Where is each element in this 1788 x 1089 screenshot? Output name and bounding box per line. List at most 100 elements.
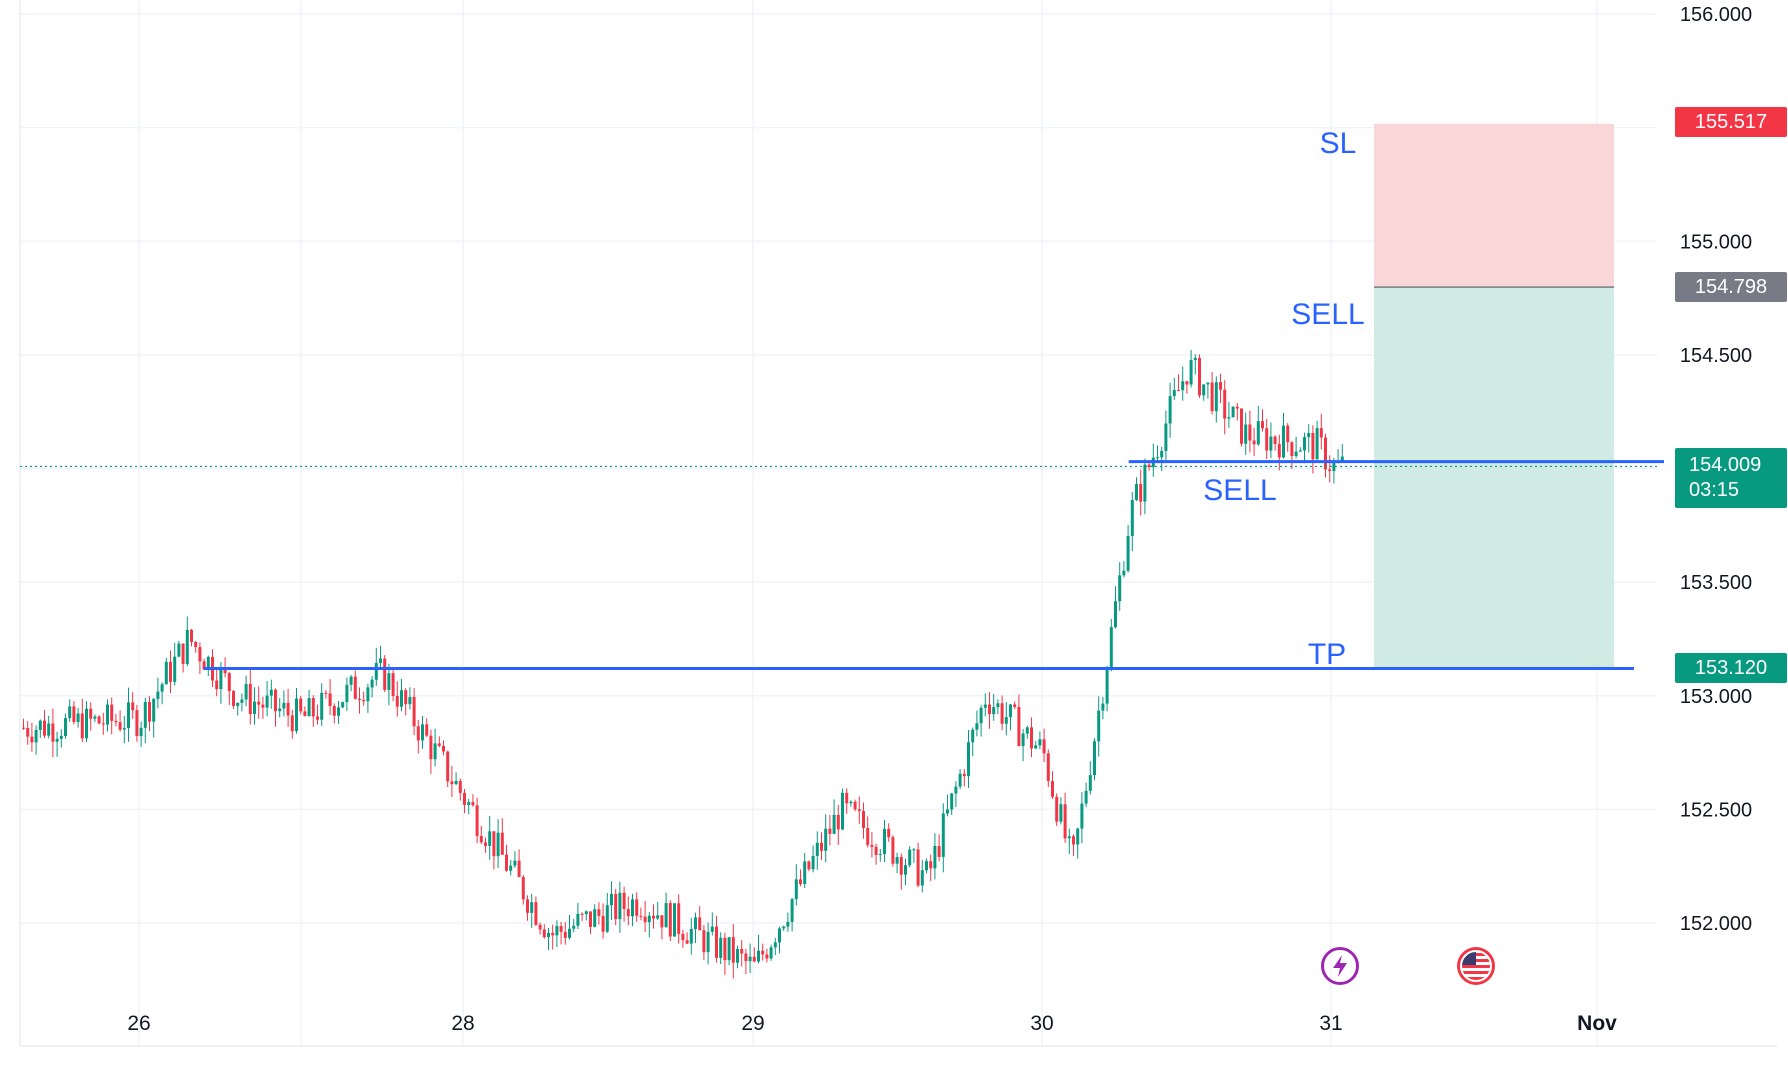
candle-body (437, 743, 441, 746)
y-axis-tick-label: 156.000 (1680, 4, 1752, 26)
candle-body (164, 661, 168, 685)
candle-body (1017, 706, 1021, 747)
candle-body (269, 689, 273, 696)
candle-body (131, 702, 135, 711)
candle-body (509, 865, 513, 871)
candle-body (1055, 796, 1059, 822)
candle-body (383, 658, 387, 690)
candle-body (605, 905, 609, 932)
candle-body (950, 793, 954, 810)
candle-body (971, 729, 975, 743)
candle-body (122, 728, 126, 730)
candle-body (433, 743, 437, 760)
candle-body (1298, 450, 1302, 452)
candle-body (64, 718, 67, 737)
y-axis-tick-label: 153.000 (1680, 686, 1752, 708)
candle-body (362, 700, 366, 702)
candle-body (1214, 382, 1218, 412)
candle-body (744, 953, 748, 962)
candle-body (1114, 601, 1117, 628)
candle-body (253, 701, 256, 714)
candle-body (1340, 456, 1344, 461)
candle-body (572, 925, 576, 929)
take-profit-zone[interactable] (1374, 287, 1614, 669)
candle-body (1172, 390, 1176, 397)
candle-body (1030, 727, 1033, 749)
candle-body (1202, 384, 1206, 396)
candle-body (874, 846, 878, 855)
candle-body (152, 699, 156, 722)
candle-body (908, 849, 912, 866)
candle-body (446, 751, 450, 782)
candle-body (849, 801, 853, 804)
candle-body (845, 792, 849, 804)
y-axis-tick-label: 154.500 (1680, 345, 1752, 367)
candle-body (1307, 433, 1311, 438)
candle-body (547, 932, 550, 938)
lightning-icon[interactable] (1321, 947, 1359, 985)
candle-body (912, 849, 916, 851)
candle-body (769, 947, 773, 959)
candle-body (55, 738, 59, 742)
candle-body (248, 683, 252, 714)
candle-body (408, 696, 412, 705)
candle-body (551, 932, 555, 936)
candle-body (1269, 436, 1273, 451)
candle-body (185, 629, 189, 664)
candle-body (1240, 408, 1243, 444)
candle-body (290, 715, 294, 732)
candle-body (101, 723, 105, 725)
entry-price-tag: 154.798 (1675, 272, 1787, 302)
candle-body (299, 698, 303, 712)
candle-body (400, 690, 403, 707)
candle-body (114, 720, 118, 723)
candle-body (324, 692, 328, 694)
candle-body (786, 921, 790, 927)
candle-body (723, 937, 727, 961)
stop-loss-zone[interactable] (1374, 123, 1614, 288)
candle-body (1063, 804, 1067, 839)
candle-body (1332, 461, 1336, 472)
candle-body (799, 879, 802, 885)
candle-body (983, 704, 987, 708)
us-flag-icon[interactable] (1457, 947, 1495, 985)
candle-body (353, 676, 357, 699)
candle-body (311, 698, 315, 717)
candle-body (828, 828, 832, 834)
candle-body (622, 892, 626, 910)
candle-body (807, 861, 811, 870)
candle-body (883, 828, 886, 854)
candle-body (958, 773, 962, 787)
candle-body (257, 701, 261, 705)
stop-loss-price-tag: 155.517 (1675, 107, 1787, 137)
candle-body (757, 950, 760, 962)
candle-body (597, 909, 601, 916)
candle-body (492, 831, 496, 857)
candle-body (1324, 437, 1327, 470)
candle-body (1181, 381, 1185, 391)
candle-body (43, 720, 46, 736)
candle-body (731, 937, 735, 963)
current-price-label: 154.009 (1689, 454, 1762, 476)
candle-body (610, 893, 613, 906)
candle-body (635, 899, 639, 916)
candle-body (891, 837, 895, 864)
candle-body (1101, 703, 1105, 711)
candle-body (904, 865, 907, 875)
candle-body (933, 845, 937, 869)
candle-body (1177, 390, 1180, 392)
candle-body (916, 849, 920, 886)
candle-body (240, 699, 244, 703)
candle-body (1046, 753, 1050, 782)
candle-body (1193, 357, 1197, 361)
current-price-tag: 154.009 03:15 (1675, 448, 1787, 508)
candle-body (870, 844, 874, 847)
candle-body (887, 828, 891, 838)
candle-body (341, 702, 345, 708)
candle-body (500, 832, 504, 855)
candle-body (862, 811, 865, 828)
candle-body (215, 680, 219, 690)
candle-body (975, 723, 979, 730)
